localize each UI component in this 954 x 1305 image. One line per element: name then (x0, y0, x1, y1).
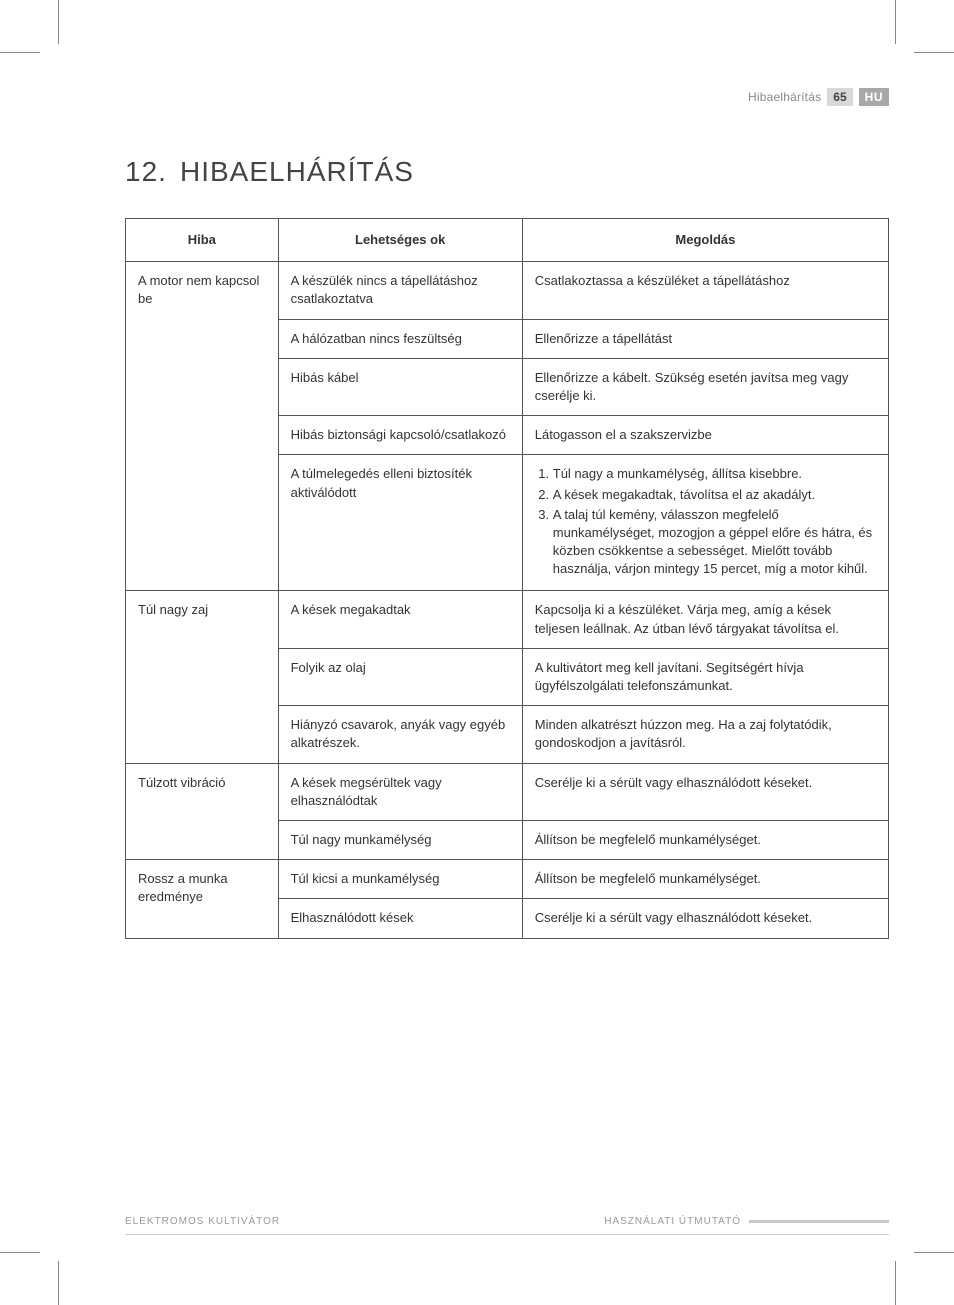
cell-cause: A kések megsérültek vagy elhasználódtak (278, 763, 522, 820)
col-cause: Lehetséges ok (278, 219, 522, 262)
cell-problem: Rossz a munka eredménye (126, 860, 279, 938)
cell-solution: A kultivátort meg kell javítani. Segítsé… (522, 648, 888, 705)
cell-cause: Hiányzó csavarok, anyák vagy egyéb alkat… (278, 706, 522, 763)
cell-cause: Túl kicsi a munkamélység (278, 860, 522, 899)
cell-cause: Folyik az olaj (278, 648, 522, 705)
page-number-badge: 65 (827, 88, 852, 106)
footer-left-text: ELEKTROMOS KULTIVÁTOR (125, 1216, 280, 1227)
table-header-row: Hiba Lehetséges ok Megoldás (126, 219, 889, 262)
language-badge: HU (859, 88, 889, 106)
cell-solution: Csatlakoztassa a készüléket a tápellátás… (522, 262, 888, 319)
footer-right-text: HASZNÁLATI ÚTMUTATÓ (604, 1216, 741, 1227)
col-problem: Hiba (126, 219, 279, 262)
table-row: A motor nem kapcsol beA készülék nincs a… (126, 262, 889, 319)
cell-solution: Ellenőrizze a kábelt. Szükség esetén jav… (522, 358, 888, 415)
page-header: Hibaelhárítás 65 HU (65, 88, 889, 106)
solution-list-item: Túl nagy a munkamélység, állítsa kisebbr… (553, 465, 876, 483)
cell-solution: Ellenőrizze a tápellátást (522, 319, 888, 358)
cell-problem: Túlzott vibráció (126, 763, 279, 860)
cell-cause: Hibás kábel (278, 358, 522, 415)
cell-cause: A készülék nincs a tápellátáshoz csatlak… (278, 262, 522, 319)
cell-cause: Elhasználódott kések (278, 899, 522, 938)
cell-problem: Túl nagy zaj (126, 591, 279, 763)
cell-cause: A hálózatban nincs feszültség (278, 319, 522, 358)
cell-problem: A motor nem kapcsol be (126, 262, 279, 591)
cell-solution: Cserélje ki a sérült vagy elhasználódott… (522, 763, 888, 820)
crop-mark (0, 1252, 40, 1253)
cell-solution: Látogasson el a szakszervizbe (522, 416, 888, 455)
crop-mark (914, 52, 954, 53)
col-solution: Megoldás (522, 219, 888, 262)
crop-mark (0, 52, 40, 53)
crop-mark (58, 1261, 59, 1305)
cell-solution: Állítson be megfelelő munkamélységet. (522, 860, 888, 899)
cell-cause: A túlmelegedés elleni biztosíték aktivál… (278, 455, 522, 591)
footer-accent-bar (749, 1220, 889, 1223)
cell-cause: A kések megakadtak (278, 591, 522, 648)
cell-solution: Minden alkatrészt húzzon meg. Ha a zaj f… (522, 706, 888, 763)
page-container: Hibaelhárítás 65 HU 12.HIBAELHÁRÍTÁS Hib… (65, 60, 889, 1245)
crop-mark (895, 1261, 896, 1305)
crop-mark (914, 1252, 954, 1253)
table-row: Túlzott vibrációA kések megsérültek vagy… (126, 763, 889, 820)
cell-solution: Cserélje ki a sérült vagy elhasználódott… (522, 899, 888, 938)
cell-cause: Túl nagy munkamélység (278, 820, 522, 859)
solution-list-item: A kések megakadtak, távolítsa el az akad… (553, 486, 876, 504)
section-number: 12. (125, 156, 180, 188)
solution-list: Túl nagy a munkamélység, állítsa kisebbr… (535, 465, 876, 578)
section-title-text: HIBAELHÁRÍTÁS (180, 156, 414, 187)
cell-solution: Túl nagy a munkamélység, állítsa kisebbr… (522, 455, 888, 591)
page-footer: ELEKTROMOS KULTIVÁTOR HASZNÁLATI ÚTMUTAT… (125, 1216, 889, 1227)
table-row: Rossz a munka eredményeTúl kicsi a munka… (126, 860, 889, 899)
cell-cause: Hibás biztonsági kapcsoló/csatlakozó (278, 416, 522, 455)
cell-solution: Állítson be megfelelő munkamélységet. (522, 820, 888, 859)
header-section-label: Hibaelhárítás (748, 90, 821, 104)
footer-divider (125, 1234, 889, 1235)
section-title: 12.HIBAELHÁRÍTÁS (125, 156, 889, 188)
crop-mark (58, 0, 59, 44)
solution-list-item: A talaj túl kemény, válasszon megfelelő … (553, 506, 876, 579)
crop-mark (895, 0, 896, 44)
cell-solution: Kapcsolja ki a készüléket. Várja meg, am… (522, 591, 888, 648)
troubleshooting-table: Hiba Lehetséges ok Megoldás A motor nem … (125, 218, 889, 939)
content-area: 12.HIBAELHÁRÍTÁS Hiba Lehetséges ok Mego… (65, 156, 889, 939)
table-row: Túl nagy zajA kések megakadtakKapcsolja … (126, 591, 889, 648)
